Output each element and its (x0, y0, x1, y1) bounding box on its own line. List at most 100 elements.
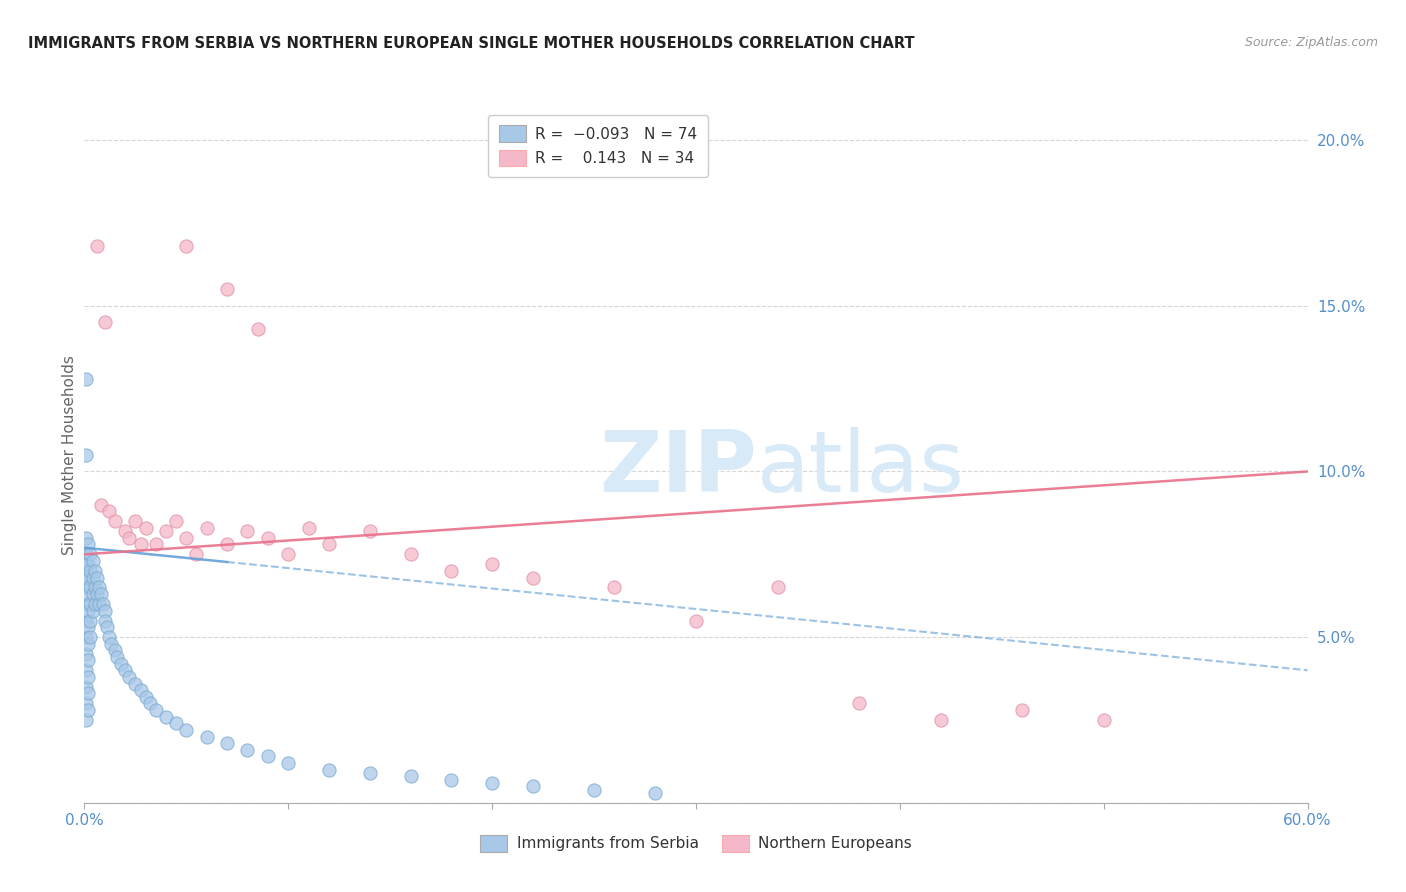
Point (91, 597, 114, 611)
Point (75, 597, 97, 611)
Point (138, 697, 160, 711)
Point (97, 504, 120, 518)
Point (644, 786, 666, 800)
Point (399, 547, 422, 561)
Point (217, 736, 239, 750)
Point (87, 581, 110, 595)
Point (1092, 713, 1115, 727)
Point (77, 570, 100, 584)
Point (83, 564, 105, 578)
Point (79, 597, 101, 611)
Legend: Immigrants from Serbia, Northern Europeans: Immigrants from Serbia, Northern Europea… (474, 829, 918, 858)
Point (79, 630, 101, 644)
Point (481, 776, 503, 790)
Point (145, 537, 167, 551)
Point (440, 772, 463, 787)
Point (77, 703, 100, 717)
Point (75, 448, 97, 462)
Point (90, 587, 112, 601)
Point (87, 597, 110, 611)
Point (131, 683, 153, 698)
Point (766, 581, 789, 595)
Point (440, 564, 463, 578)
Point (86, 239, 108, 253)
Point (217, 282, 239, 296)
Point (77, 537, 100, 551)
Point (83, 581, 105, 595)
Point (105, 650, 128, 665)
Y-axis label: Single Mother Households: Single Mother Households (62, 355, 77, 555)
Point (217, 537, 239, 551)
Point (1011, 703, 1033, 717)
Point (77, 558, 100, 572)
Point (246, 322, 269, 336)
Point (603, 581, 626, 595)
Point (93, 315, 115, 329)
Text: IMMIGRANTS FROM SERBIA VS NORTHERN EUROPEAN SINGLE MOTHER HOUSEHOLDS CORRELATION: IMMIGRANTS FROM SERBIA VS NORTHERN EUROP… (28, 36, 915, 51)
Point (96, 620, 118, 634)
Point (195, 730, 218, 744)
Point (86, 587, 108, 601)
Point (75, 558, 97, 572)
Point (90, 498, 112, 512)
Point (298, 521, 321, 535)
Point (257, 749, 280, 764)
Point (77, 653, 100, 667)
Point (165, 716, 187, 731)
Point (236, 524, 259, 538)
Point (75, 647, 97, 661)
Point (236, 743, 259, 757)
Point (75, 614, 97, 628)
Point (174, 531, 197, 545)
Point (114, 663, 136, 677)
Point (100, 637, 122, 651)
Point (174, 723, 197, 737)
Point (135, 521, 157, 535)
Point (77, 587, 100, 601)
Point (186, 547, 208, 561)
Point (124, 514, 146, 528)
Point (131, 537, 153, 551)
Point (399, 769, 422, 783)
Point (318, 763, 340, 777)
Point (277, 547, 299, 561)
Point (75, 372, 97, 386)
Point (124, 676, 146, 690)
Text: atlas: atlas (758, 427, 965, 510)
Point (165, 514, 187, 528)
Point (75, 581, 97, 595)
Point (79, 614, 101, 628)
Point (77, 604, 100, 618)
Point (86, 570, 108, 584)
Point (195, 521, 218, 535)
Point (79, 547, 101, 561)
Point (118, 670, 141, 684)
Point (110, 657, 132, 671)
Point (79, 564, 101, 578)
Point (135, 690, 157, 704)
Text: ZIP: ZIP (599, 427, 758, 510)
Point (481, 558, 503, 572)
Point (929, 713, 952, 727)
Point (77, 637, 100, 651)
Point (359, 524, 381, 538)
Point (145, 703, 167, 717)
Point (155, 709, 177, 723)
Point (583, 782, 606, 797)
Point (93, 614, 115, 628)
Point (118, 531, 141, 545)
Point (359, 766, 381, 780)
Point (277, 756, 299, 770)
Point (83, 597, 105, 611)
Point (77, 686, 100, 700)
Point (82, 554, 104, 568)
Point (685, 614, 707, 628)
Point (522, 570, 544, 584)
Point (75, 630, 97, 644)
Point (97, 630, 120, 644)
Point (257, 531, 280, 545)
Point (75, 547, 97, 561)
Point (77, 620, 100, 634)
Point (114, 524, 136, 538)
Point (104, 643, 127, 657)
